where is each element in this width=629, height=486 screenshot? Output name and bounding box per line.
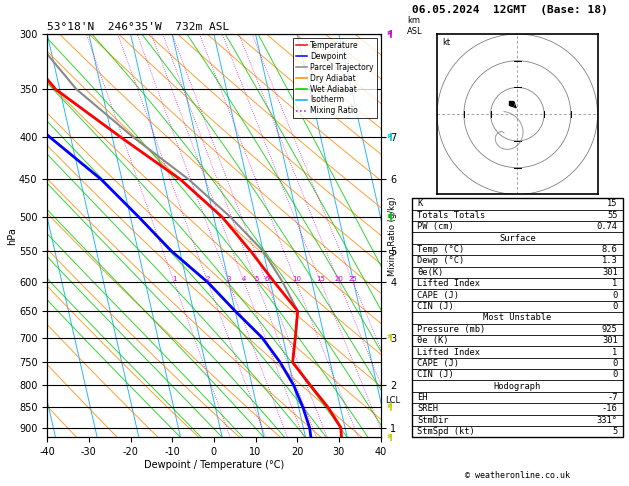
Text: 25: 25 [348,277,357,282]
Text: 8.6: 8.6 [602,245,618,254]
Text: CIN (J): CIN (J) [417,370,454,379]
Text: 5: 5 [254,277,259,282]
X-axis label: Dewpoint / Temperature (°C): Dewpoint / Temperature (°C) [144,460,284,470]
Text: Lifted Index: Lifted Index [417,279,480,288]
Text: 15: 15 [607,199,618,208]
Text: Mixing Ratio (g/kg): Mixing Ratio (g/kg) [387,196,397,276]
Text: 6: 6 [264,277,269,282]
Text: θe(K): θe(K) [417,268,443,277]
Text: 3: 3 [226,277,231,282]
Text: Dewp (°C): Dewp (°C) [417,257,464,265]
Text: 0: 0 [613,359,618,368]
Text: LCL: LCL [385,396,400,405]
Text: Lifted Index: Lifted Index [417,347,480,357]
Text: 55: 55 [607,211,618,220]
Text: 1.3: 1.3 [602,257,618,265]
Text: Pressure (mb): Pressure (mb) [417,325,486,334]
Text: -16: -16 [602,404,618,414]
Text: 06.05.2024  12GMT  (Base: 18): 06.05.2024 12GMT (Base: 18) [412,5,608,15]
Text: 0: 0 [613,302,618,311]
Legend: Temperature, Dewpoint, Parcel Trajectory, Dry Adiabat, Wet Adiabat, Isotherm, Mi: Temperature, Dewpoint, Parcel Trajectory… [292,38,377,119]
Text: Hodograph: Hodograph [494,382,541,391]
Text: Temp (°C): Temp (°C) [417,245,464,254]
Text: 15: 15 [316,277,325,282]
Text: CAPE (J): CAPE (J) [417,291,459,299]
Text: -7: -7 [607,393,618,402]
Text: 301: 301 [602,268,618,277]
Y-axis label: km
ASL: km ASL [407,16,423,35]
Text: 301: 301 [602,336,618,345]
Text: Most Unstable: Most Unstable [483,313,552,322]
Y-axis label: hPa: hPa [8,227,18,244]
Text: 2: 2 [206,277,210,282]
Text: kt: kt [443,38,450,47]
Text: K: K [417,199,422,208]
Text: CIN (J): CIN (J) [417,302,454,311]
Text: StmSpd (kt): StmSpd (kt) [417,427,475,436]
Text: © weatheronline.co.uk: © weatheronline.co.uk [465,471,570,480]
Text: 331°: 331° [597,416,618,425]
Text: 10: 10 [292,277,301,282]
Text: CAPE (J): CAPE (J) [417,359,459,368]
Text: 1: 1 [172,277,177,282]
Text: StmDir: StmDir [417,416,448,425]
Text: SREH: SREH [417,404,438,414]
Text: EH: EH [417,393,428,402]
Text: Totals Totals: Totals Totals [417,211,486,220]
Text: 4: 4 [242,277,247,282]
Text: 20: 20 [335,277,343,282]
Text: 0: 0 [613,370,618,379]
Text: 1: 1 [613,347,618,357]
Text: 0: 0 [613,291,618,299]
Text: Surface: Surface [499,234,536,243]
Text: 5: 5 [613,427,618,436]
Text: 925: 925 [602,325,618,334]
Text: 1: 1 [613,279,618,288]
Text: 0.74: 0.74 [597,222,618,231]
Text: θe (K): θe (K) [417,336,448,345]
Text: PW (cm): PW (cm) [417,222,454,231]
Text: 53°18'N  246°35'W  732m ASL: 53°18'N 246°35'W 732m ASL [47,22,230,32]
